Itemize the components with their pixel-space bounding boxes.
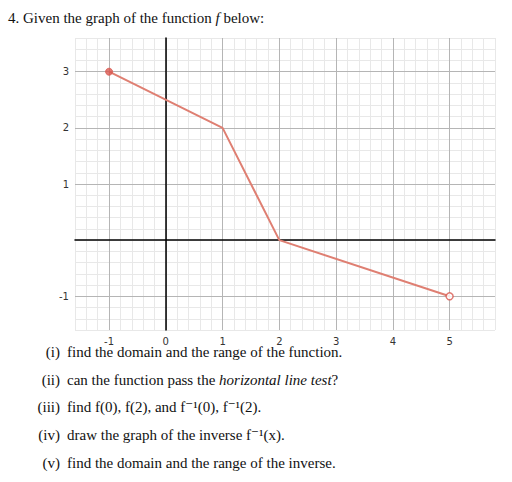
svg-text:2: 2 [276, 335, 283, 347]
svg-text:-1: -1 [104, 335, 114, 347]
svg-text:0: 0 [162, 335, 169, 347]
html-text:(ii): (ii) [41, 372, 60, 388]
html-text:can the function pass the hori: can the function pass the horizontal lin… [67, 372, 339, 388]
html-text:find the domain and the range: find the domain and the range of the inv… [67, 455, 336, 471]
svg-text:1: 1 [63, 179, 69, 190]
svg-text:4: 4 [390, 336, 396, 347]
svg-text:1: 1 [219, 335, 226, 347]
html-text:4. Given the graph of the func: 4. Given the graph of the function f bel… [8, 10, 265, 26]
html-text:(v): (v) [42, 455, 60, 471]
svg-text:2: 2 [63, 122, 69, 133]
html-text:(i): (i) [45, 344, 60, 360]
html-text:draw the graph of the inverse: draw the graph of the inverse f⁻¹(x). [67, 427, 285, 443]
svg-text:3: 3 [63, 66, 69, 77]
html-text:(iii): (iii) [37, 399, 60, 415]
html-text:find f(0), f(2), and f⁻¹(0), f: find f(0), f(2), and f⁻¹(0), f⁻¹(2). [67, 399, 262, 415]
html-text:find the domain and the range: find the domain and the range of the fun… [67, 344, 343, 360]
svg-text:3: 3 [332, 335, 340, 347]
svg-text:-1: -1 [59, 291, 69, 302]
svg-text:5: 5 [446, 336, 452, 347]
html-text:(iv): (iv) [38, 427, 60, 443]
